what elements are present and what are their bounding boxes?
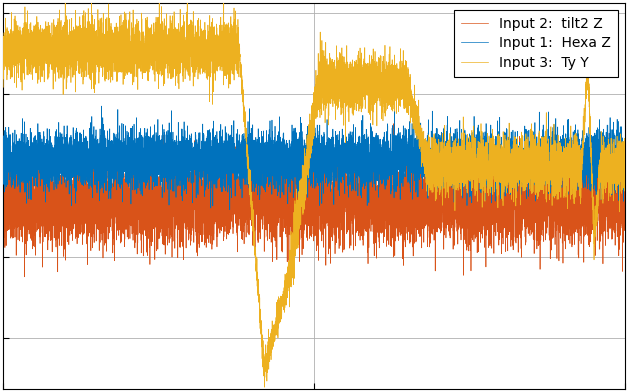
Input 2:  tilt2 Z: (415, -0.265): tilt2 Z: (415, -0.265) (25, 227, 33, 232)
Input 1:  Hexa Z: (1.96e+03, 0.146): Hexa Z: (1.96e+03, 0.146) (121, 144, 129, 149)
Input 3:  Ty Y: (0, 0.561): Ty Y: (0, 0.561) (0, 59, 6, 64)
Input 2:  tilt2 Z: (1.96e+03, -0.0189): tilt2 Z: (1.96e+03, -0.0189) (121, 177, 129, 182)
Input 3:  Ty Y: (414, 0.599): Ty Y: (414, 0.599) (24, 51, 32, 56)
Input 3:  Ty Y: (4.21e+03, -1.04): Ty Y: (4.21e+03, -1.04) (261, 385, 268, 390)
Input 1:  Hexa Z: (9.47e+03, 0.162): Hexa Z: (9.47e+03, 0.162) (588, 140, 596, 145)
Line: Input 3:  Ty Y: Input 3: Ty Y (3, 0, 625, 387)
Input 3:  Ty Y: (1.42e+03, 0.862): Ty Y: (1.42e+03, 0.862) (88, 0, 95, 3)
Input 3:  Ty Y: (9.47e+03, -0.082): Ty Y: (9.47e+03, -0.082) (588, 190, 596, 195)
Input 3:  Ty Y: (45, 0.562): Ty Y: (45, 0.562) (2, 59, 9, 64)
Input 2:  tilt2 Z: (1e+04, -0.164): tilt2 Z: (1e+04, -0.164) (621, 207, 628, 211)
Input 2:  tilt2 Z: (9.47e+03, -0.021): tilt2 Z: (9.47e+03, -0.021) (588, 178, 596, 182)
Input 1:  Hexa Z: (1e+04, -0.0117): Hexa Z: (1e+04, -0.0117) (621, 176, 628, 180)
Input 2:  tilt2 Z: (45, -0.129): tilt2 Z: (45, -0.129) (2, 200, 9, 204)
Input 3:  Ty Y: (598, 0.551): Ty Y: (598, 0.551) (36, 61, 44, 66)
Input 1:  Hexa Z: (598, 0.213): Hexa Z: (598, 0.213) (36, 130, 44, 134)
Input 1:  Hexa Z: (4.89e+03, 0.000947): Hexa Z: (4.89e+03, 0.000947) (303, 173, 311, 178)
Input 1:  Hexa Z: (3.65e+03, -0.167): Hexa Z: (3.65e+03, -0.167) (226, 207, 234, 212)
Input 3:  Ty Y: (4.89e+03, 0.152): Ty Y: (4.89e+03, 0.152) (303, 142, 311, 147)
Input 1:  Hexa Z: (1.58e+03, 0.342): Hexa Z: (1.58e+03, 0.342) (97, 104, 105, 109)
Input 2:  tilt2 Z: (350, -0.497): tilt2 Z: (350, -0.497) (21, 274, 28, 279)
Input 2:  tilt2 Z: (0, -0.144): tilt2 Z: (0, -0.144) (0, 203, 6, 207)
Input 1:  Hexa Z: (414, 0.0708): Hexa Z: (414, 0.0708) (24, 159, 32, 163)
Legend: Input 2:  tilt2 Z, Input 1:  Hexa Z, Input 3:  Ty Y: Input 2: tilt2 Z, Input 1: Hexa Z, Input… (453, 10, 619, 77)
Input 1:  Hexa Z: (0, 0.198): Hexa Z: (0, 0.198) (0, 133, 6, 138)
Input 2:  tilt2 Z: (6.28e+03, 0.255): tilt2 Z: (6.28e+03, 0.255) (390, 122, 398, 126)
Input 3:  Ty Y: (1.96e+03, 0.769): Ty Y: (1.96e+03, 0.769) (121, 17, 129, 22)
Input 1:  Hexa Z: (45, -0.0462): Hexa Z: (45, -0.0462) (2, 183, 9, 187)
Input 2:  tilt2 Z: (4.89e+03, 0.047): tilt2 Z: (4.89e+03, 0.047) (303, 164, 311, 169)
Line: Input 2:  tilt2 Z: Input 2: tilt2 Z (3, 124, 625, 277)
Line: Input 1:  Hexa Z: Input 1: Hexa Z (3, 106, 625, 210)
Input 3:  Ty Y: (1e+04, 0.0663): Ty Y: (1e+04, 0.0663) (621, 160, 628, 165)
Input 2:  tilt2 Z: (599, -0.333): tilt2 Z: (599, -0.333) (36, 241, 44, 246)
